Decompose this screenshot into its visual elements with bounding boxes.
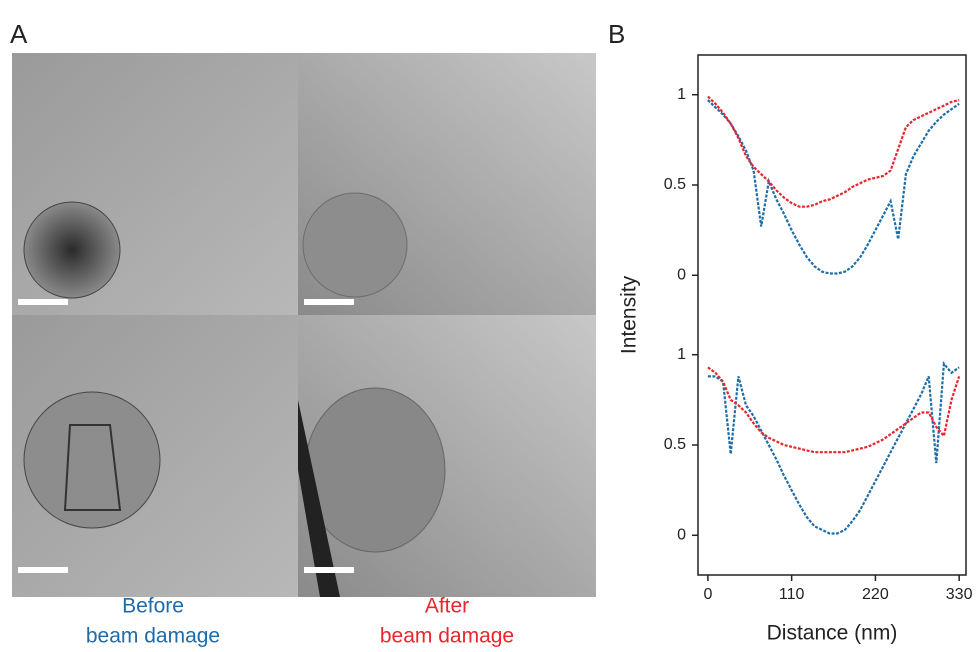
scale-bar (18, 299, 68, 305)
caption: After (425, 595, 469, 618)
profile-line (707, 361, 960, 535)
profile-line (707, 99, 960, 275)
scale-bar (304, 299, 354, 305)
caption: Before (122, 595, 184, 618)
x-axis-label: Distance (nm) (767, 622, 898, 645)
profile-line (707, 366, 961, 454)
x-tick-label: 110 (779, 586, 805, 603)
y-axis-label: Intensity (618, 275, 641, 354)
panel-label: A (10, 19, 28, 49)
caption: beam damage (86, 625, 220, 648)
x-tick-label: 220 (862, 586, 889, 603)
scale-bar (18, 567, 68, 573)
x-tick-label: 0 (703, 586, 712, 603)
vesicle (302, 192, 408, 298)
y-tick-label: 0 (677, 266, 686, 283)
vesicle (23, 391, 161, 529)
vesicle (23, 201, 121, 299)
profile-line (707, 95, 960, 208)
y-tick-label: 0.5 (664, 436, 686, 453)
y-tick-label: 0.5 (664, 176, 686, 193)
micrographs (12, 53, 596, 597)
vesicle (304, 387, 446, 553)
y-tick-label: 1 (677, 346, 686, 363)
caption: beam damage (380, 625, 514, 648)
scale-bar (304, 567, 354, 573)
y-tick-label: 0 (677, 526, 686, 543)
feature (63, 424, 122, 511)
panel-label: B (608, 19, 625, 49)
plot-frame (697, 54, 967, 576)
x-tick-label: 330 (946, 586, 973, 603)
y-tick-label: 1 (677, 86, 686, 103)
edge (298, 400, 340, 597)
